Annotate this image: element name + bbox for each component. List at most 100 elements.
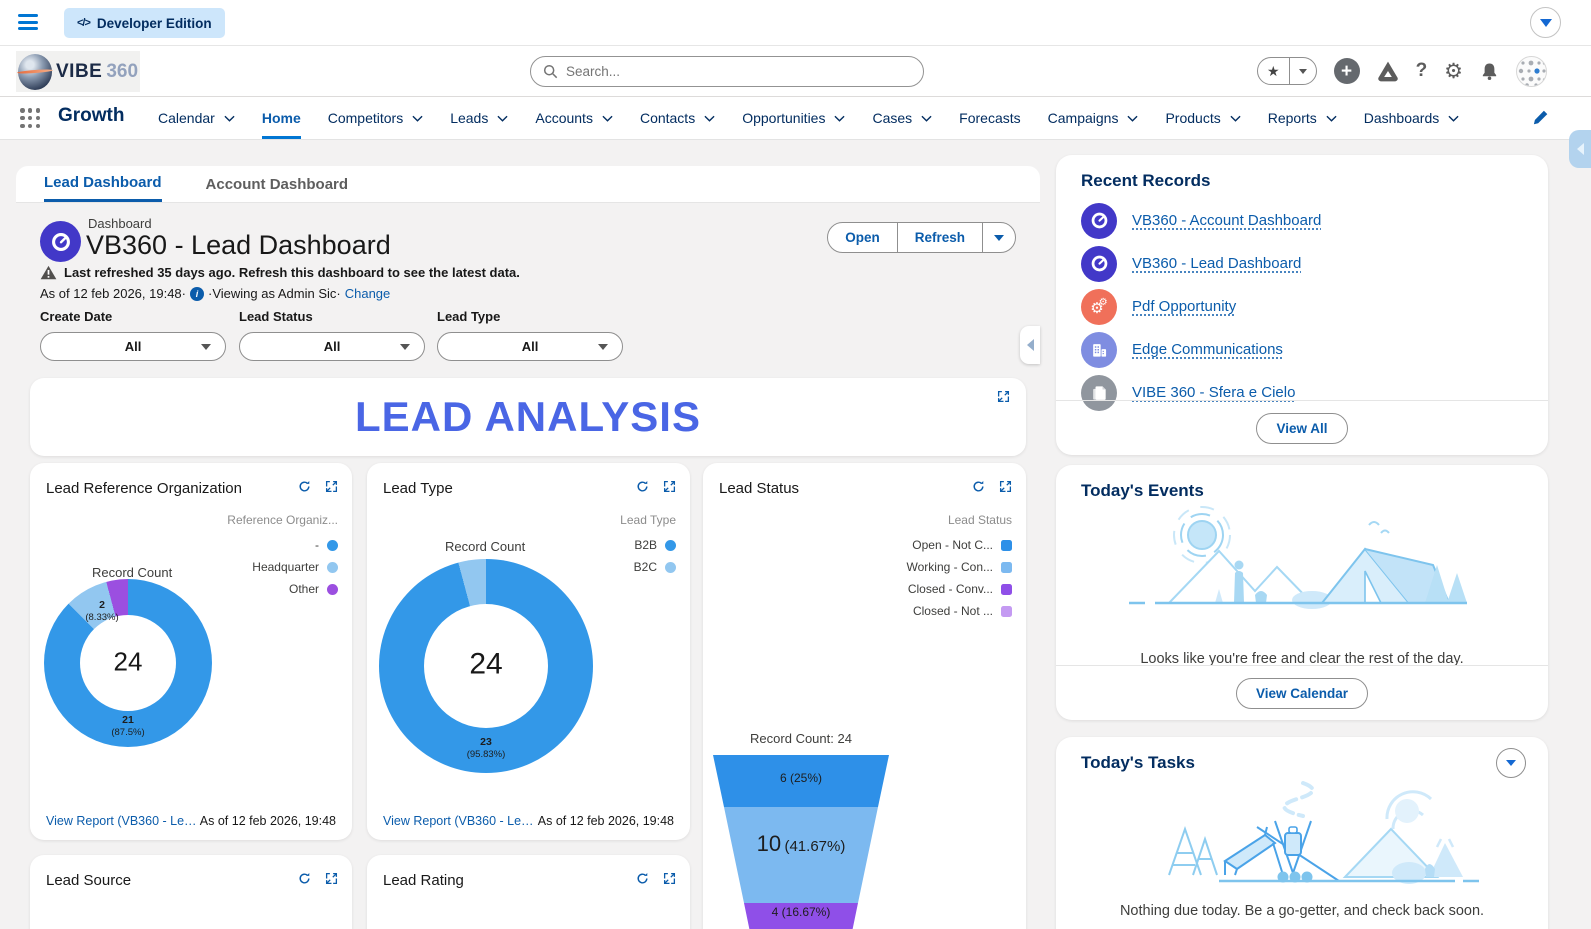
page-title: VB360 - Lead Dashboard: [86, 230, 391, 260]
expand-icon[interactable]: [325, 872, 338, 885]
developer-edition-badge: </> Developer Edition: [64, 8, 225, 38]
user-avatar[interactable]: [1516, 55, 1547, 87]
filter-lead-type-select[interactable]: All: [437, 332, 623, 361]
card-title: Today's Tasks: [1081, 753, 1195, 772]
nav-item-opportunities[interactable]: Opportunities: [742, 97, 846, 139]
refresh-icon[interactable]: [636, 872, 649, 885]
info-icon[interactable]: i: [190, 286, 204, 301]
chevron-down-icon: [834, 115, 846, 122]
filter-create-date: Create Date All: [40, 309, 226, 361]
nav-item-contacts[interactable]: Contacts: [640, 97, 715, 139]
nav-item-reports[interactable]: Reports: [1268, 97, 1337, 139]
refresh-icon[interactable]: [636, 480, 649, 493]
chart-legend: Lead Type B2B B2C: [620, 513, 676, 574]
legend-item[interactable]: Working - Con...: [907, 560, 1012, 574]
filter-create-date-select[interactable]: All: [40, 332, 226, 361]
utility-icons: ★ + ? ⚙: [1257, 54, 1547, 88]
nav-item-cases[interactable]: Cases: [872, 97, 932, 139]
legend-item[interactable]: Closed - Not ...: [913, 604, 1012, 618]
nav-item-forecasts[interactable]: Forecasts: [959, 110, 1021, 126]
legend-swatch: [327, 539, 338, 551]
help-icon[interactable]: ?: [1415, 60, 1428, 81]
donut-chart[interactable]: 24 23 (95.83%): [379, 559, 593, 773]
caret-down-icon: [201, 343, 211, 350]
hamburger-menu-icon[interactable]: [18, 14, 38, 30]
donut-chart[interactable]: 24 2 (8.33%) 21 (87.5%): [44, 579, 212, 747]
chart-title: Lead Rating: [383, 872, 464, 889]
expand-icon[interactable]: [997, 390, 1010, 403]
view-calendar-button[interactable]: View Calendar: [1235, 677, 1369, 709]
legend-item[interactable]: Headquarter: [252, 560, 338, 574]
guidance-center-icon[interactable]: [1377, 60, 1399, 82]
funnel-chart[interactable]: 6 (25%) 10 (41.67%) 4 (16.67%): [711, 755, 891, 929]
view-report-link[interactable]: View Report (VB360 - Le…: [46, 814, 197, 828]
global-search[interactable]: [530, 56, 924, 87]
nav-item-home[interactable]: Home: [261, 97, 301, 139]
expand-icon[interactable]: [999, 480, 1012, 493]
env-dropdown-button[interactable]: [1530, 7, 1561, 38]
app-name[interactable]: Growth: [58, 105, 125, 126]
globe-logo-icon: [18, 53, 52, 90]
refresh-icon[interactable]: [298, 872, 311, 885]
chevron-down-icon: [412, 115, 423, 122]
chart-card-lead-source: Lead Source: [30, 855, 352, 929]
tab-lead-dashboard[interactable]: Lead Dashboard: [44, 166, 162, 202]
legend-item[interactable]: Other: [289, 582, 338, 596]
panel-collapse-toggle[interactable]: [1020, 326, 1040, 364]
slice-label: 2 (8.33%): [85, 599, 119, 624]
more-actions-button[interactable]: [982, 223, 1015, 252]
app-launcher-icon[interactable]: [20, 108, 41, 129]
tasks-dropdown-button[interactable]: [1496, 748, 1526, 778]
global-actions-plus-icon[interactable]: +: [1333, 58, 1360, 84]
record-link[interactable]: Pdf Opportunity: [1132, 298, 1237, 315]
nav-item-leads[interactable]: Leads: [450, 97, 508, 139]
expand-icon[interactable]: [663, 872, 676, 885]
recent-records-card: Recent Records VB360 - Account Dashboard…: [1056, 155, 1548, 455]
nav-item-calendar[interactable]: Calendar: [158, 97, 235, 139]
tasks-empty-text: Nothing due today. Be a go-getter, and c…: [1119, 903, 1485, 919]
funnel-segment: [724, 807, 878, 903]
caret-down-icon: [400, 343, 410, 350]
dashboard-header-card: Lead Dashboard Account Dashboard Dashboa…: [16, 166, 1040, 373]
favorites-button[interactable]: ★: [1257, 57, 1317, 85]
nav-item-products[interactable]: Products: [1165, 97, 1241, 139]
tab-account-dashboard[interactable]: Account Dashboard: [205, 175, 349, 193]
nav-item-competitors[interactable]: Competitors: [328, 97, 423, 139]
recent-records-list: VB360 - Account Dashboard VB360 - Lead D…: [1081, 199, 1523, 414]
refresh-icon[interactable]: [298, 480, 311, 493]
chevron-down-icon: [224, 115, 235, 122]
record-link[interactable]: Edge Communications: [1132, 341, 1283, 358]
change-viewer-link[interactable]: Change: [344, 286, 391, 301]
legend-item[interactable]: Open - Not C...: [912, 538, 1012, 552]
nav-item-dashboards[interactable]: Dashboards: [1364, 97, 1460, 139]
expand-icon[interactable]: [663, 480, 676, 493]
view-all-button[interactable]: View All: [1256, 412, 1348, 444]
filter-lead-status-select[interactable]: All: [239, 332, 425, 361]
nav-item-campaigns[interactable]: Campaigns: [1048, 97, 1139, 139]
card-title: Recent Records: [1081, 171, 1211, 190]
caret-down-icon: [1506, 760, 1516, 766]
nav-item-accounts[interactable]: Accounts: [535, 97, 613, 139]
open-button[interactable]: Open: [845, 230, 880, 245]
refresh-button[interactable]: Refresh: [896, 223, 982, 252]
legend-item[interactable]: -: [315, 538, 338, 552]
card-title: Today's Events: [1081, 481, 1204, 500]
expand-icon[interactable]: [325, 480, 338, 493]
view-report-link[interactable]: View Report (VB360 - Le…: [383, 814, 534, 828]
record-link[interactable]: VIBE 360 - Sfera e Cielo: [1132, 384, 1296, 401]
legend-item[interactable]: Closed - Conv...: [908, 582, 1012, 596]
setup-gear-icon[interactable]: ⚙: [1444, 59, 1463, 83]
refresh-icon[interactable]: [972, 480, 985, 493]
notification-bell-icon[interactable]: [1480, 62, 1499, 81]
record-link[interactable]: VB360 - Lead Dashboard: [1132, 255, 1302, 272]
legend-item[interactable]: B2B: [634, 538, 676, 552]
edit-nav-pencil-icon[interactable]: [1532, 109, 1549, 126]
buildings-icon: [1081, 331, 1117, 368]
right-panel-expand-tab[interactable]: [1569, 130, 1591, 168]
chart-card-lead-type: Lead Type Lead Type B2B B2C Record Count…: [367, 463, 690, 840]
record-link[interactable]: VB360 - Account Dashboard: [1132, 212, 1322, 229]
legend-item[interactable]: B2C: [634, 560, 676, 574]
legend-swatch: [1001, 583, 1012, 595]
search-input[interactable]: [566, 64, 886, 79]
